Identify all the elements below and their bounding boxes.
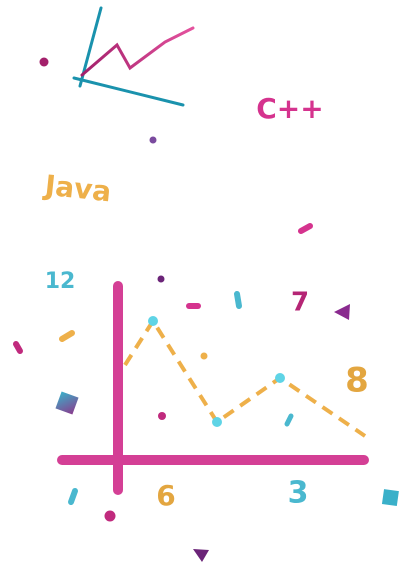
number-label: 12	[45, 269, 76, 294]
dot	[149, 136, 157, 144]
number-label: 8	[345, 361, 369, 401]
dash	[298, 223, 313, 234]
mini-chart-icon	[72, 6, 195, 107]
dot	[39, 57, 49, 67]
triangle	[193, 549, 209, 562]
point	[212, 417, 222, 427]
point	[148, 316, 158, 326]
cpp-label: C++	[256, 92, 323, 125]
dash	[284, 413, 294, 427]
dot	[158, 412, 166, 420]
dash	[13, 341, 23, 354]
number-label: 7	[291, 288, 309, 318]
dot	[104, 510, 116, 522]
java-label: Java	[41, 168, 113, 208]
dash	[68, 488, 78, 505]
dot	[200, 352, 208, 360]
square	[381, 489, 399, 507]
number-label: 3	[288, 476, 309, 511]
dot	[157, 275, 165, 283]
number-label: 6	[156, 479, 175, 512]
point	[275, 373, 285, 383]
axes	[57, 281, 369, 495]
triangle	[334, 304, 350, 320]
dash	[59, 330, 75, 342]
diamond	[55, 391, 79, 415]
dash	[234, 291, 242, 309]
